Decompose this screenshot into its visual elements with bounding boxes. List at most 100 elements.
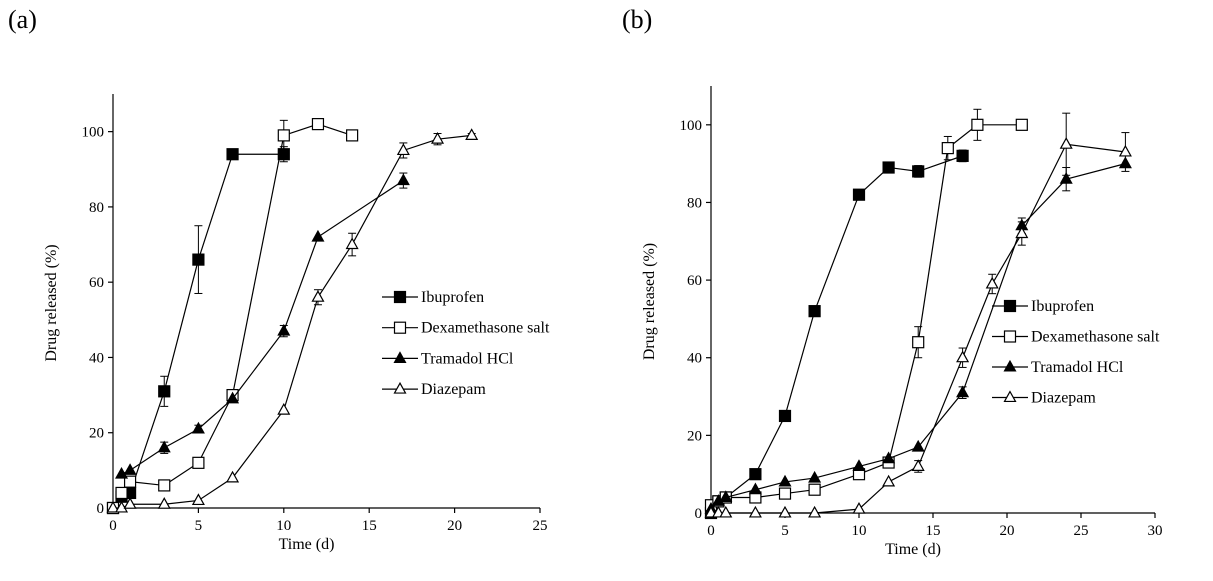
data-point-diazepam	[1118, 144, 1132, 157]
data-point-dexamethasone-salt	[941, 142, 954, 155]
legend-marker-dexamethasone-salt	[393, 321, 407, 334]
legend-label: Tramadol HCl	[421, 350, 514, 367]
data-point-dexamethasone-salt	[192, 456, 205, 469]
series-line-ibuprofen	[112, 153, 284, 509]
data-point-tramadol-hcl	[226, 391, 240, 404]
legend-label: Dexamethasone salt	[1031, 329, 1160, 346]
data-point-tramadol-hcl	[882, 451, 896, 464]
data-point-tramadol-hcl	[852, 459, 866, 471]
data-point-diazepam	[123, 497, 137, 509]
data-point-diazepam	[748, 505, 762, 518]
x-tick-label: 15	[362, 518, 377, 534]
y-axis-title: Drug released (%)	[43, 244, 60, 361]
x-tick-label: 5	[195, 518, 203, 534]
y-tick-label: 40	[687, 351, 702, 367]
panel-label: (b)	[622, 5, 652, 34]
legend-marker-diazepam	[393, 381, 407, 394]
data-point-dexamethasone-salt	[1015, 118, 1028, 131]
data-point-tramadol-hcl	[1059, 171, 1073, 184]
data-point-dexamethasone-salt	[123, 475, 137, 488]
legend: Ibuprofen Dexamethasone salt Tramadol HCl D…	[992, 298, 1160, 407]
series-ibuprofen	[704, 149, 969, 520]
data-point-tramadol-hcl	[396, 173, 410, 186]
data-point-diazepam	[778, 505, 792, 518]
y-tick-label: 100	[82, 125, 105, 141]
data-point-tramadol-hcl	[748, 482, 762, 495]
data-point-tramadol-hcl	[719, 490, 733, 503]
legend-marker-tramadol-hcl	[1003, 359, 1017, 372]
data-point-tramadol-hcl	[115, 466, 129, 479]
x-tick-label: 0	[707, 523, 715, 539]
data-point-ibuprofen	[749, 468, 762, 481]
data-point-dexamethasone-salt	[277, 129, 290, 142]
series-line-tramadol-hcl	[121, 180, 404, 475]
data-point-tramadol-hcl	[123, 463, 137, 475]
y-tick-label: 60	[89, 275, 104, 291]
data-point-ibuprofen	[852, 188, 866, 201]
data-point-diazepam	[311, 290, 325, 302]
data-point-tramadol-hcl	[157, 440, 171, 453]
x-axis-title: Time (d)	[279, 536, 335, 553]
data-point-ibuprofen	[882, 161, 895, 174]
legend-label: Diazepam	[1031, 390, 1096, 407]
legend-label: Ibuprofen	[421, 289, 484, 306]
y-tick-label: 20	[687, 428, 702, 444]
data-point-ibuprofen	[192, 253, 205, 266]
legend-marker-tramadol-hcl	[393, 351, 407, 363]
x-tick-label: 0	[109, 518, 117, 534]
data-point-diazepam	[1015, 226, 1029, 239]
data-point-tramadol-hcl	[311, 229, 325, 242]
legend-label: Tramadol HCl	[1031, 359, 1124, 376]
data-point-diazepam	[852, 501, 866, 514]
data-point-tramadol-hcl	[778, 474, 792, 487]
x-tick-label: 20	[1000, 523, 1015, 539]
data-point-tramadol-hcl	[808, 470, 822, 483]
x-axis-title: Time (d)	[885, 541, 941, 558]
data-point-tramadol-hcl	[956, 385, 970, 398]
data-point-dexamethasone-salt	[778, 487, 792, 500]
data-point-diazepam	[808, 505, 822, 518]
y-tick-label: 80	[687, 195, 702, 211]
legend-marker-ibuprofen	[393, 290, 407, 304]
data-point-diazepam	[191, 493, 205, 506]
data-point-dexamethasone-salt	[115, 486, 128, 500]
data-point-ibuprofen	[158, 385, 171, 398]
data-point-ibuprofen	[808, 305, 821, 318]
panel-label: (a)	[8, 5, 37, 34]
data-point-diazepam	[277, 402, 291, 415]
data-point-diazepam	[465, 128, 479, 140]
series-diazepam	[704, 112, 1132, 518]
data-point-dexamethasone-salt	[346, 129, 359, 142]
x-tick-label: 10	[852, 523, 867, 539]
data-point-diazepam	[1059, 137, 1073, 149]
y-axis-title: Drug released (%)	[641, 243, 658, 360]
data-point-diazepam	[157, 497, 171, 509]
series-dexamethasone-salt	[704, 108, 1028, 512]
x-tick-label: 25	[1074, 523, 1089, 539]
data-point-diazepam	[985, 276, 999, 289]
series-line-dexamethasone-salt	[112, 123, 353, 509]
x-tick-label: 30	[1148, 523, 1163, 539]
data-point-dexamethasone-salt	[912, 336, 925, 349]
data-point-ibuprofen	[956, 149, 969, 162]
series-line-dexamethasone-salt	[710, 124, 1022, 506]
legend-label: Ibuprofen	[1031, 298, 1094, 315]
y-tick-label: 0	[97, 501, 105, 517]
x-tick-label: 15	[926, 523, 941, 539]
data-point-diazepam	[396, 143, 410, 156]
x-tick-label: 5	[781, 523, 789, 539]
data-point-diazepam	[956, 350, 970, 363]
legend-marker-diazepam	[1003, 390, 1017, 403]
data-point-diazepam	[345, 237, 359, 250]
legend-marker-ibuprofen	[1003, 299, 1017, 313]
legend: Ibuprofen Dexamethasone salt Tramadol HCl D…	[382, 289, 550, 398]
y-tick-label: 40	[89, 350, 104, 366]
data-point-dexamethasone-salt	[971, 118, 984, 131]
legend-label: Diazepam	[421, 381, 486, 398]
data-point-dexamethasone-salt	[311, 118, 325, 131]
panel-a: (a) 0 20 40 60 80 100 0 5 10 15 20 25 Time (d) Drug re…	[8, 5, 550, 553]
data-point-ibuprofen	[778, 409, 792, 423]
data-point-dexamethasone-salt	[158, 479, 171, 492]
series-diazepam	[106, 128, 479, 513]
